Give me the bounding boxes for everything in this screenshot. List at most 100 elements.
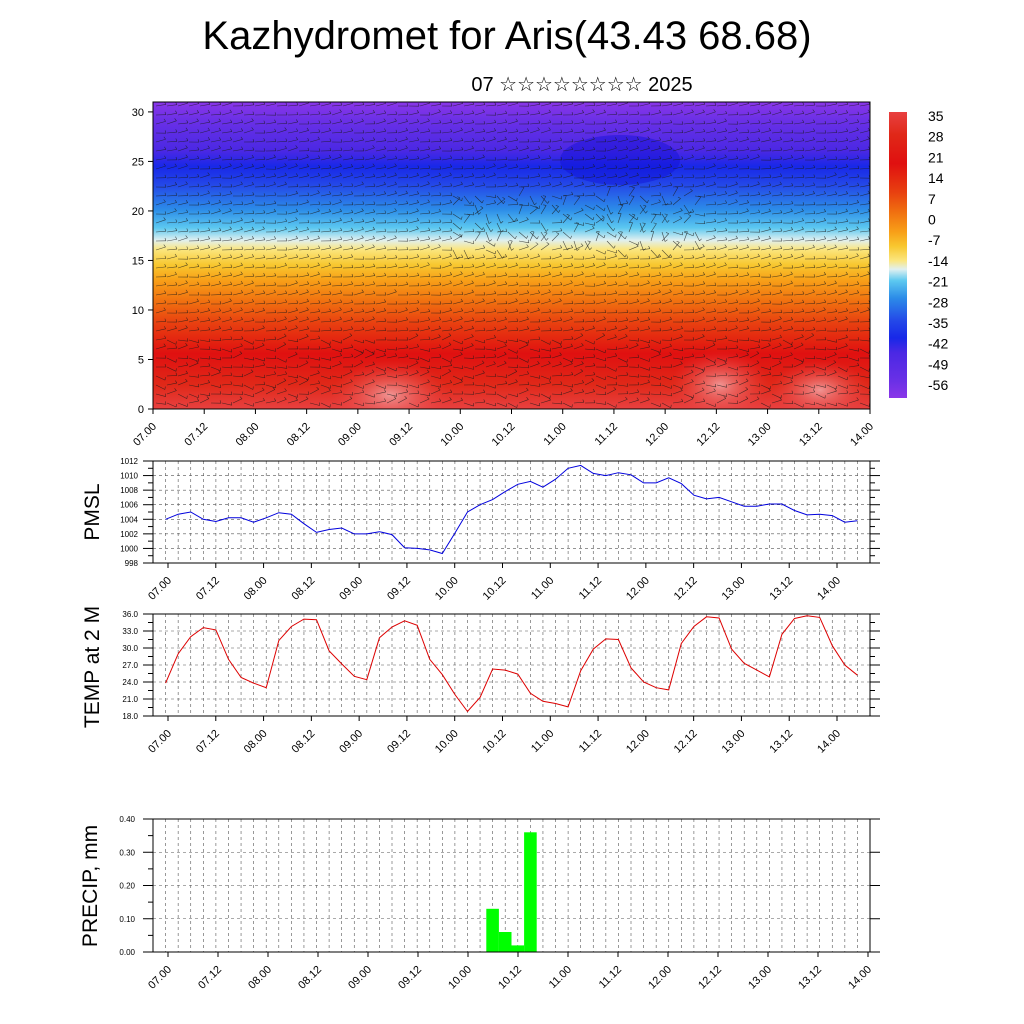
p2-y-tick-label: 1002	[120, 530, 138, 539]
p3-x-tick-label: 10.00	[433, 728, 461, 756]
precip-y-axis: 0.00 0.10 0.20 0.30 0.40	[119, 815, 880, 957]
p3-x-tick-label: 08.12	[290, 728, 318, 756]
p3-x-tick-label: 13.00	[720, 728, 748, 756]
colorbar-label: -42	[928, 336, 948, 352]
section-panel: 0 5 10 15 20 25 30 07.00 07.12 08.00 08.12 09.00 09…	[131, 101, 876, 449]
p3-y-tick-label: 30.0	[122, 644, 138, 653]
p2-x-tick-label: 14.00	[815, 575, 843, 603]
precip-y-tick-label: 0.30	[119, 848, 135, 857]
colorbar: 35 28 21 14 7 0 -7 -14 -21 -28 -35 -42 -49 -56	[889, 108, 948, 398]
section-heatmap	[153, 102, 870, 409]
p4-x-tick-label: 14.00	[846, 964, 874, 992]
p2-x-tick-label: 09.00	[337, 575, 365, 603]
p3-x-tick-label: 08.00	[242, 728, 270, 756]
colorbar-label: 7	[928, 191, 936, 207]
colorbar-label: 21	[928, 149, 944, 165]
p4-x-tick-label: 13.12	[796, 964, 824, 992]
p2-x-tick-label: 10.12	[481, 575, 509, 603]
section-x-tick-label: 12.00	[643, 421, 671, 449]
p3-x-tick-label: 14.00	[815, 728, 843, 756]
temp-series-line	[165, 615, 858, 713]
section-x-tick-label: 11.00	[541, 421, 568, 448]
p4-x-tick-label: 12.00	[646, 964, 674, 992]
p4-x-tick-label: 09.00	[346, 964, 374, 992]
precip-bar	[486, 908, 499, 952]
p2-x-tick-label: 13.12	[767, 575, 795, 603]
section-y-tick-label: 25	[132, 156, 144, 168]
section-x-tick-label: 10.12	[490, 421, 518, 449]
section-x-tick-label: 08.12	[285, 421, 313, 449]
p2-x-tick-label: 07.00	[146, 575, 174, 603]
p3-y-tick-label: 33.0	[122, 627, 138, 636]
colorbar-label: 0	[928, 212, 936, 228]
section-x-tick-label: 13.12	[797, 421, 825, 449]
section-x-tick-label: 11.12	[593, 421, 620, 448]
section-x-tick-label: 09.00	[336, 421, 364, 449]
p4-x-tick-label: 08.00	[246, 964, 274, 992]
colorbar-label: -49	[928, 356, 948, 372]
p4-x-tick-label: 10.00	[446, 964, 474, 992]
colorbar-label: -7	[928, 232, 941, 248]
p4-x-tick-label: 11.12	[597, 964, 624, 991]
precip-bars	[486, 832, 537, 952]
p3-y-tick-label: 21.0	[122, 695, 138, 704]
p3-x-tick-label: 10.12	[481, 728, 509, 756]
wind-barbs	[155, 102, 870, 409]
colorbar-label: -14	[928, 253, 948, 269]
section-x-tick-label: 14.00	[848, 421, 876, 449]
precip-y-label: PRECIP, mm	[79, 825, 102, 947]
p3-x-tick-label: 07.00	[146, 728, 174, 756]
colorbar-labels: 35 28 21 14 7 0 -7 -14 -21 -28 -35 -42 -49 -56	[928, 108, 948, 393]
p3-x-tick-label: 09.00	[337, 728, 365, 756]
p3-x-tick-label: 11.12	[577, 728, 604, 755]
section-y-tick-label: 0	[138, 404, 144, 416]
pmsl-x-axis: 07.00 07.12 08.00 08.12 09.00 09.12 10.00 10.12…	[146, 563, 843, 603]
p2-x-tick-label: 11.12	[577, 575, 604, 602]
p4-x-tick-label: 11.00	[547, 964, 574, 991]
precip-bar	[511, 945, 525, 952]
p4-x-tick-label: 08.12	[296, 964, 324, 992]
p2-x-tick-label: 12.12	[672, 575, 700, 603]
colorbar-label: -35	[928, 315, 948, 331]
p2-y-tick-label: 1010	[120, 472, 138, 481]
p3-x-tick-label: 13.12	[767, 728, 795, 756]
section-x-tick-label: 08.00	[234, 421, 262, 449]
temp-panel: 18.021.024.027.030.033.036.0 07.00 07.12 0…	[81, 606, 880, 756]
p3-x-tick-label: 12.12	[672, 728, 700, 756]
p2-x-tick-label: 13.00	[720, 575, 748, 603]
precip-y-tick-label: 0.10	[119, 915, 135, 924]
colorbar-label: 28	[928, 129, 944, 145]
chart-title: Kazhydromet for Aris(43.43 68.68)	[202, 14, 812, 58]
p4-x-tick-label: 13.00	[746, 964, 774, 992]
p4-x-tick-label: 07.00	[146, 964, 174, 992]
p4-x-tick-label: 10.12	[496, 964, 524, 992]
colorbar-label: -56	[928, 377, 948, 393]
p2-y-tick-label: 1008	[120, 486, 138, 495]
chart-subtitle: 07 ☆☆☆☆☆☆☆☆ 2025	[471, 74, 693, 96]
p2-x-tick-label: 08.12	[290, 575, 318, 603]
p4-x-tick-label: 12.12	[696, 964, 724, 992]
temp-y-label: TEMP at 2 M	[81, 606, 104, 728]
precip-y-tick-label: 0.20	[119, 882, 135, 891]
p3-y-tick-label: 36.0	[122, 610, 138, 619]
precip-bar	[498, 932, 512, 952]
p2-y-tick-label: 1004	[120, 515, 138, 524]
p2-y-tick-label: 1006	[120, 501, 138, 510]
p2-x-tick-label: 10.00	[433, 575, 461, 603]
p2-x-tick-label: 12.00	[624, 575, 652, 603]
precip-panel: 0.00 0.10 0.20 0.30 0.40 07.00 07.12 08.00 08.1…	[79, 815, 880, 992]
section-x-tick-label: 10.00	[438, 421, 466, 449]
section-y-axis: 0 5 10 15 20 25 30	[132, 107, 153, 416]
p2-y-tick-label: 1012	[120, 457, 138, 466]
p3-x-tick-label: 09.12	[385, 728, 413, 756]
temp-x-axis: 07.00 07.12 08.00 08.12 09.00 09.12 10.00 10.12…	[146, 716, 843, 756]
p2-x-tick-label: 11.00	[529, 575, 556, 602]
section-x-tick-label: 07.12	[182, 421, 210, 449]
section-x-tick-label: 12.12	[695, 421, 723, 449]
colorbar-label: -21	[928, 274, 948, 290]
temp-y-axis: 18.0 21.0 24.0 27.0 30.0 33.0 36.0	[122, 610, 880, 721]
precip-bar	[524, 832, 537, 952]
section-x-tick-label: 09.12	[387, 421, 415, 449]
section-y-tick-label: 20	[132, 206, 144, 218]
